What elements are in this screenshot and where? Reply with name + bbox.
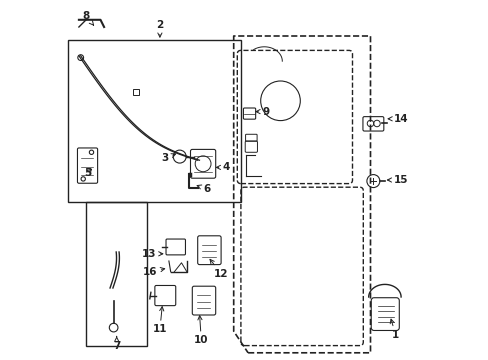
FancyBboxPatch shape [370,298,399,330]
Text: 15: 15 [386,175,407,185]
FancyBboxPatch shape [190,149,215,178]
Text: 1: 1 [389,319,399,340]
FancyBboxPatch shape [192,286,215,315]
Text: 8: 8 [82,11,93,25]
FancyBboxPatch shape [166,239,185,255]
Text: 14: 14 [387,114,407,124]
Text: 9: 9 [255,107,269,117]
FancyBboxPatch shape [197,236,221,265]
Text: 11: 11 [152,307,167,334]
Text: 13: 13 [142,249,163,259]
Circle shape [78,55,83,60]
FancyBboxPatch shape [362,117,383,131]
Text: 2: 2 [156,20,163,37]
Text: 3: 3 [162,153,175,163]
Text: 6: 6 [197,184,210,194]
Bar [86,202,147,346]
Text: 5: 5 [84,168,91,178]
Circle shape [366,175,379,188]
Circle shape [173,150,186,163]
Text: 7: 7 [113,336,120,351]
FancyBboxPatch shape [77,148,98,183]
Text: 12: 12 [210,259,228,279]
Bar [68,40,241,202]
Text: 4: 4 [216,162,230,172]
Circle shape [109,323,118,332]
Text: 10: 10 [194,316,208,345]
Text: 16: 16 [142,267,164,277]
FancyBboxPatch shape [243,108,255,119]
FancyBboxPatch shape [155,285,175,306]
